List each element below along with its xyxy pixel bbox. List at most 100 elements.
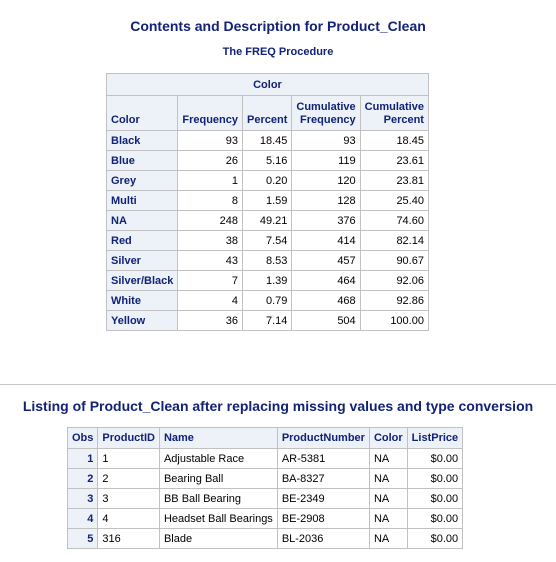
freq-row: Multi 8 1.59 128 25.40 xyxy=(105,190,429,211)
freq-row-cum-frequency: 457 xyxy=(291,250,361,271)
freq-row-color: Silver/Black xyxy=(105,270,179,291)
freq-row: White 4 0.79 468 92.86 xyxy=(105,290,429,311)
listing-row-listprice: $0.00 xyxy=(406,448,464,469)
freq-row: Silver 43 8.53 457 90.67 xyxy=(105,250,429,271)
freq-row-cum-frequency: 376 xyxy=(291,210,361,231)
freq-row-color: Yellow xyxy=(105,310,179,331)
freq-row: Grey 1 0.20 120 23.81 xyxy=(105,170,429,191)
freq-row-percent: 1.39 xyxy=(242,270,293,291)
freq-row: Silver/Black 7 1.39 464 92.06 xyxy=(105,270,429,291)
listing-row-obs: 2 xyxy=(66,468,99,489)
listing-row-name: BB Ball Bearing xyxy=(158,488,278,509)
col-header-color: Color xyxy=(368,427,408,449)
col-header-color: Color xyxy=(105,95,179,131)
freq-row-color: Black xyxy=(105,130,179,151)
freq-row: Red 38 7.54 414 82.14 xyxy=(105,230,429,251)
freq-row-cum-percent: 18.45 xyxy=(359,130,429,151)
col-header-cumulative-frequency: Cumulative Frequency xyxy=(291,95,361,131)
frequency-table: Color Color Frequency Percent Cumulative… xyxy=(105,73,429,331)
listing-row-obs: 3 xyxy=(66,488,99,509)
freq-row-percent: 7.54 xyxy=(242,230,293,251)
listing-row-productid: 1 xyxy=(97,448,160,469)
freq-row-cum-frequency: 119 xyxy=(291,150,361,171)
freq-row-color: Grey xyxy=(105,170,179,191)
listing-row-productnumber: BE-2349 xyxy=(276,488,370,509)
listing-row-obs: 5 xyxy=(66,528,99,549)
variable-header: Color xyxy=(106,73,429,96)
frequency-table-body: Black 93 18.45 93 18.45 Blue 26 5.16 119 23.61 Gre… xyxy=(105,130,429,331)
listing-row-obs: 1 xyxy=(66,448,99,469)
freq-row-cum-percent: 92.86 xyxy=(359,290,429,311)
listing-table: Obs ProductID Name ProductNumber Color L… xyxy=(66,427,464,549)
col-header-obs: Obs xyxy=(66,427,99,449)
listing-table-body: 1 1 Adjustable Race AR-5381 NA $0.00 2 2 Bearing… xyxy=(66,448,464,549)
freq-row: Black 93 18.45 93 18.45 xyxy=(105,130,429,151)
freq-row-frequency: 7 xyxy=(177,270,244,291)
freq-row-frequency: 4 xyxy=(177,290,244,311)
listing-row-listprice: $0.00 xyxy=(406,528,464,549)
freq-row-frequency: 26 xyxy=(177,150,244,171)
listing-row-obs: 4 xyxy=(66,508,99,529)
listing-row-productid: 316 xyxy=(97,528,160,549)
listing-row-color: NA xyxy=(368,508,408,529)
freq-row-cum-frequency: 468 xyxy=(291,290,361,311)
freq-row-percent: 7.14 xyxy=(242,310,293,331)
freq-row-frequency: 36 xyxy=(177,310,244,331)
listing-title: Listing of Product_Clean after replacing… xyxy=(22,398,534,414)
freq-row-cum-percent: 25.40 xyxy=(359,190,429,211)
col-header-productid: ProductID xyxy=(97,427,160,449)
freq-row-cum-frequency: 464 xyxy=(291,270,361,291)
listing-row-color: NA xyxy=(368,528,408,549)
freq-row-percent: 5.16 xyxy=(242,150,293,171)
listing-row: 3 3 BB Ball Bearing BE-2349 NA $0.00 xyxy=(66,488,464,509)
freq-row-cum-percent: 82.14 xyxy=(359,230,429,251)
freq-row-color: Multi xyxy=(105,190,179,211)
freq-row-percent: 0.79 xyxy=(242,290,293,311)
freq-row-percent: 1.59 xyxy=(242,190,293,211)
freq-row-color: NA xyxy=(105,210,179,231)
freq-row-frequency: 43 xyxy=(177,250,244,271)
freq-row-cum-percent: 23.81 xyxy=(359,170,429,191)
listing-row-productnumber: AR-5381 xyxy=(276,448,370,469)
procedure-subtitle: The FREQ Procedure xyxy=(222,46,334,58)
freq-row-color: White xyxy=(105,290,179,311)
listing-row-listprice: $0.00 xyxy=(406,468,464,489)
freq-row-color: Red xyxy=(105,230,179,251)
listing-row-productid: 4 xyxy=(97,508,160,529)
freq-row-cum-percent: 90.67 xyxy=(359,250,429,271)
freq-row-percent: 0.20 xyxy=(242,170,293,191)
listing-row-listprice: $0.00 xyxy=(406,508,464,529)
freq-row-percent: 49.21 xyxy=(242,210,293,231)
col-header-name: Name xyxy=(158,427,278,449)
freq-row-frequency: 93 xyxy=(177,130,244,151)
freq-row-frequency: 8 xyxy=(177,190,244,211)
listing-row: 5 316 Blade BL-2036 NA $0.00 xyxy=(66,528,464,549)
freq-row-frequency: 38 xyxy=(177,230,244,251)
page-title: Contents and Description for Product_Cle… xyxy=(130,18,426,34)
listing-row-productnumber: BE-2908 xyxy=(276,508,370,529)
freq-row-cum-frequency: 504 xyxy=(291,310,361,331)
freq-row-cum-frequency: 120 xyxy=(291,170,361,191)
freq-row-cum-percent: 100.00 xyxy=(359,310,429,331)
freq-row-cum-frequency: 414 xyxy=(291,230,361,251)
col-header-productnumber: ProductNumber xyxy=(276,427,370,449)
col-header-frequency: Frequency xyxy=(177,95,244,131)
section-divider xyxy=(0,384,556,385)
freq-row-cum-percent: 74.60 xyxy=(359,210,429,231)
listing-row-productnumber: BL-2036 xyxy=(276,528,370,549)
col-header-cumulative-percent: Cumulative Percent xyxy=(359,95,429,131)
listing-row: 4 4 Headset Ball Bearings BE-2908 NA $0.00 xyxy=(66,508,464,529)
listing-row-productnumber: BA-8327 xyxy=(276,468,370,489)
listing-row-name: Bearing Ball xyxy=(158,468,278,489)
listing-row: 1 1 Adjustable Race AR-5381 NA $0.00 xyxy=(66,448,464,469)
listing-row-name: Blade xyxy=(158,528,278,549)
freq-row-cum-frequency: 128 xyxy=(291,190,361,211)
freq-row: NA 248 49.21 376 74.60 xyxy=(105,210,429,231)
listing-row-name: Adjustable Race xyxy=(158,448,278,469)
freq-row-frequency: 248 xyxy=(177,210,244,231)
listing-row-color: NA xyxy=(368,488,408,509)
freq-row-percent: 8.53 xyxy=(242,250,293,271)
freq-row-color: Silver xyxy=(105,250,179,271)
col-header-listprice: ListPrice xyxy=(406,427,464,449)
listing-row-listprice: $0.00 xyxy=(406,488,464,509)
